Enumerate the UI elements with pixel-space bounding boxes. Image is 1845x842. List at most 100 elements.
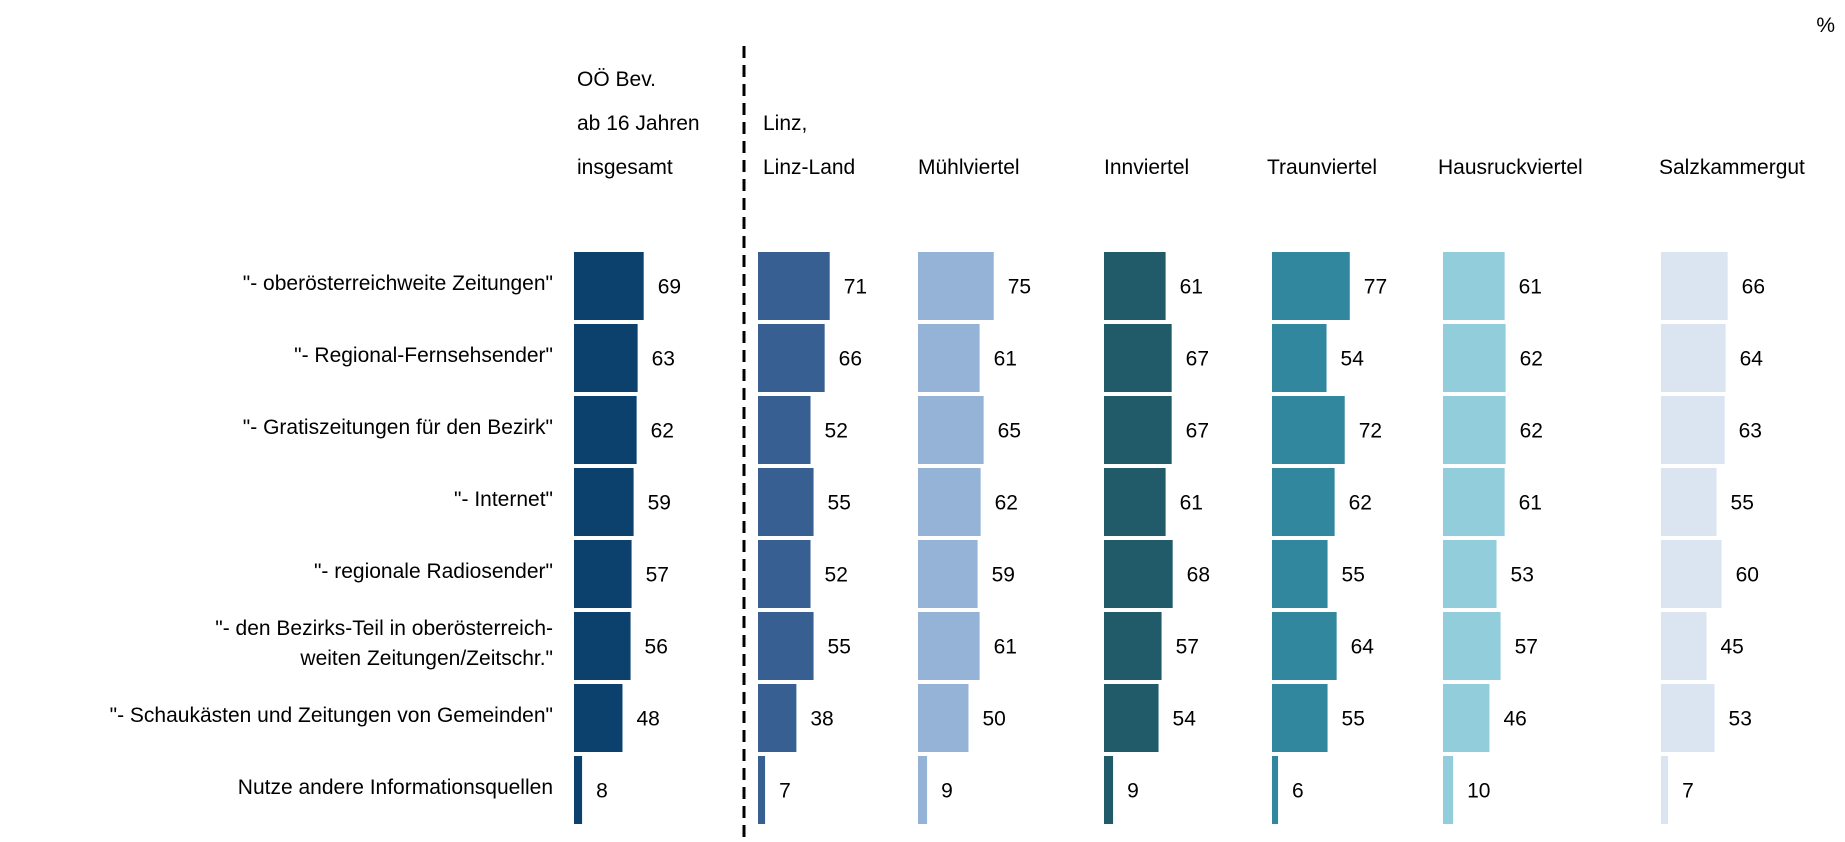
series-header: OÖ Bev. ab 16 Jahren insgesamt (577, 68, 700, 179)
bar (758, 756, 766, 824)
bar (1272, 396, 1345, 464)
value-label: 67 (1186, 348, 1209, 371)
value-label: 56 (645, 636, 668, 659)
bar (1272, 252, 1350, 320)
bar (1272, 324, 1327, 392)
value-label: 57 (1515, 636, 1538, 659)
bar (574, 612, 631, 680)
bar (1104, 756, 1114, 824)
bar (918, 756, 928, 824)
category-label: "- oberösterreichweite Zeitungen" (242, 272, 553, 295)
bar (1661, 540, 1722, 608)
value-label: 68 (1187, 564, 1210, 587)
value-label: 61 (1519, 276, 1542, 299)
value-label: 52 (825, 564, 848, 587)
bar (758, 468, 814, 536)
value-label: 55 (1342, 564, 1365, 587)
category-label: "- Schaukästen und Zeitungen von Gemeind… (109, 704, 553, 727)
bar (1272, 756, 1279, 824)
value-label: 62 (1520, 420, 1543, 443)
bar (918, 612, 980, 680)
bar (918, 468, 981, 536)
series-header: Salzkammergut (1659, 156, 1805, 179)
bar (1661, 468, 1717, 536)
bar (1104, 468, 1166, 536)
value-label: 75 (1008, 276, 1031, 299)
value-label: 57 (646, 564, 669, 587)
series-header: Linz, Linz-Land (763, 112, 856, 179)
value-label: 62 (651, 420, 674, 443)
bar (574, 468, 634, 536)
bar (1661, 612, 1707, 680)
bar (574, 684, 623, 752)
bar (758, 396, 811, 464)
value-label: 72 (1359, 420, 1382, 443)
bar (918, 684, 969, 752)
bar (1272, 540, 1328, 608)
bar (1104, 684, 1159, 752)
value-label: 61 (994, 636, 1017, 659)
value-label: 46 (1503, 708, 1526, 731)
value-label: 77 (1364, 276, 1387, 299)
value-label: 57 (1176, 636, 1199, 659)
bar (1661, 756, 1669, 824)
bar (1661, 252, 1728, 320)
value-label: 55 (828, 636, 851, 659)
bar (1443, 252, 1505, 320)
value-label: 61 (1519, 492, 1542, 515)
value-label: 7 (1682, 780, 1694, 803)
value-label: 64 (1351, 636, 1375, 659)
bar (1443, 396, 1506, 464)
value-label: 9 (941, 780, 953, 803)
value-label: 59 (992, 564, 1015, 587)
bar (758, 612, 814, 680)
bar (1104, 324, 1172, 392)
bar (758, 324, 825, 392)
value-label: 63 (1739, 420, 1762, 443)
bar (1661, 324, 1726, 392)
value-label: 6 (1292, 780, 1304, 803)
value-label: 65 (998, 420, 1021, 443)
value-label: 53 (1511, 564, 1534, 587)
bar (1443, 612, 1501, 680)
value-label: 55 (1342, 708, 1365, 731)
series-header: Hausruckviertel (1438, 156, 1583, 179)
value-label: 45 (1720, 636, 1743, 659)
bar (1443, 468, 1505, 536)
bar (1443, 684, 1490, 752)
value-label: 38 (810, 708, 833, 731)
unit-label: % (1816, 14, 1835, 37)
value-label: 54 (1173, 708, 1197, 731)
bar (1661, 396, 1725, 464)
value-label: 55 (828, 492, 851, 515)
bar (574, 252, 644, 320)
value-label: 62 (995, 492, 1018, 515)
bar (574, 756, 583, 824)
bar (918, 252, 994, 320)
bar (758, 540, 811, 608)
value-label: 67 (1186, 420, 1209, 443)
value-label: 66 (839, 348, 862, 371)
value-label: 64 (1740, 348, 1764, 371)
bar (918, 540, 978, 608)
bar (1104, 540, 1173, 608)
value-label: 48 (636, 708, 659, 731)
bar (1272, 684, 1328, 752)
value-label: 61 (994, 348, 1017, 371)
bar (1443, 324, 1506, 392)
bar (1443, 756, 1454, 824)
category-label: "- Internet" (454, 488, 553, 511)
value-label: 69 (658, 276, 681, 299)
value-label: 50 (983, 708, 1006, 731)
series-header: Innviertel (1104, 156, 1190, 179)
value-label: 62 (1520, 348, 1543, 371)
value-label: 53 (1729, 708, 1752, 731)
value-label: 9 (1127, 780, 1139, 803)
bar (1272, 468, 1335, 536)
bar (918, 396, 984, 464)
bar (1104, 396, 1172, 464)
value-label: 52 (825, 420, 848, 443)
value-label: 7 (779, 780, 791, 803)
bar (1272, 612, 1337, 680)
